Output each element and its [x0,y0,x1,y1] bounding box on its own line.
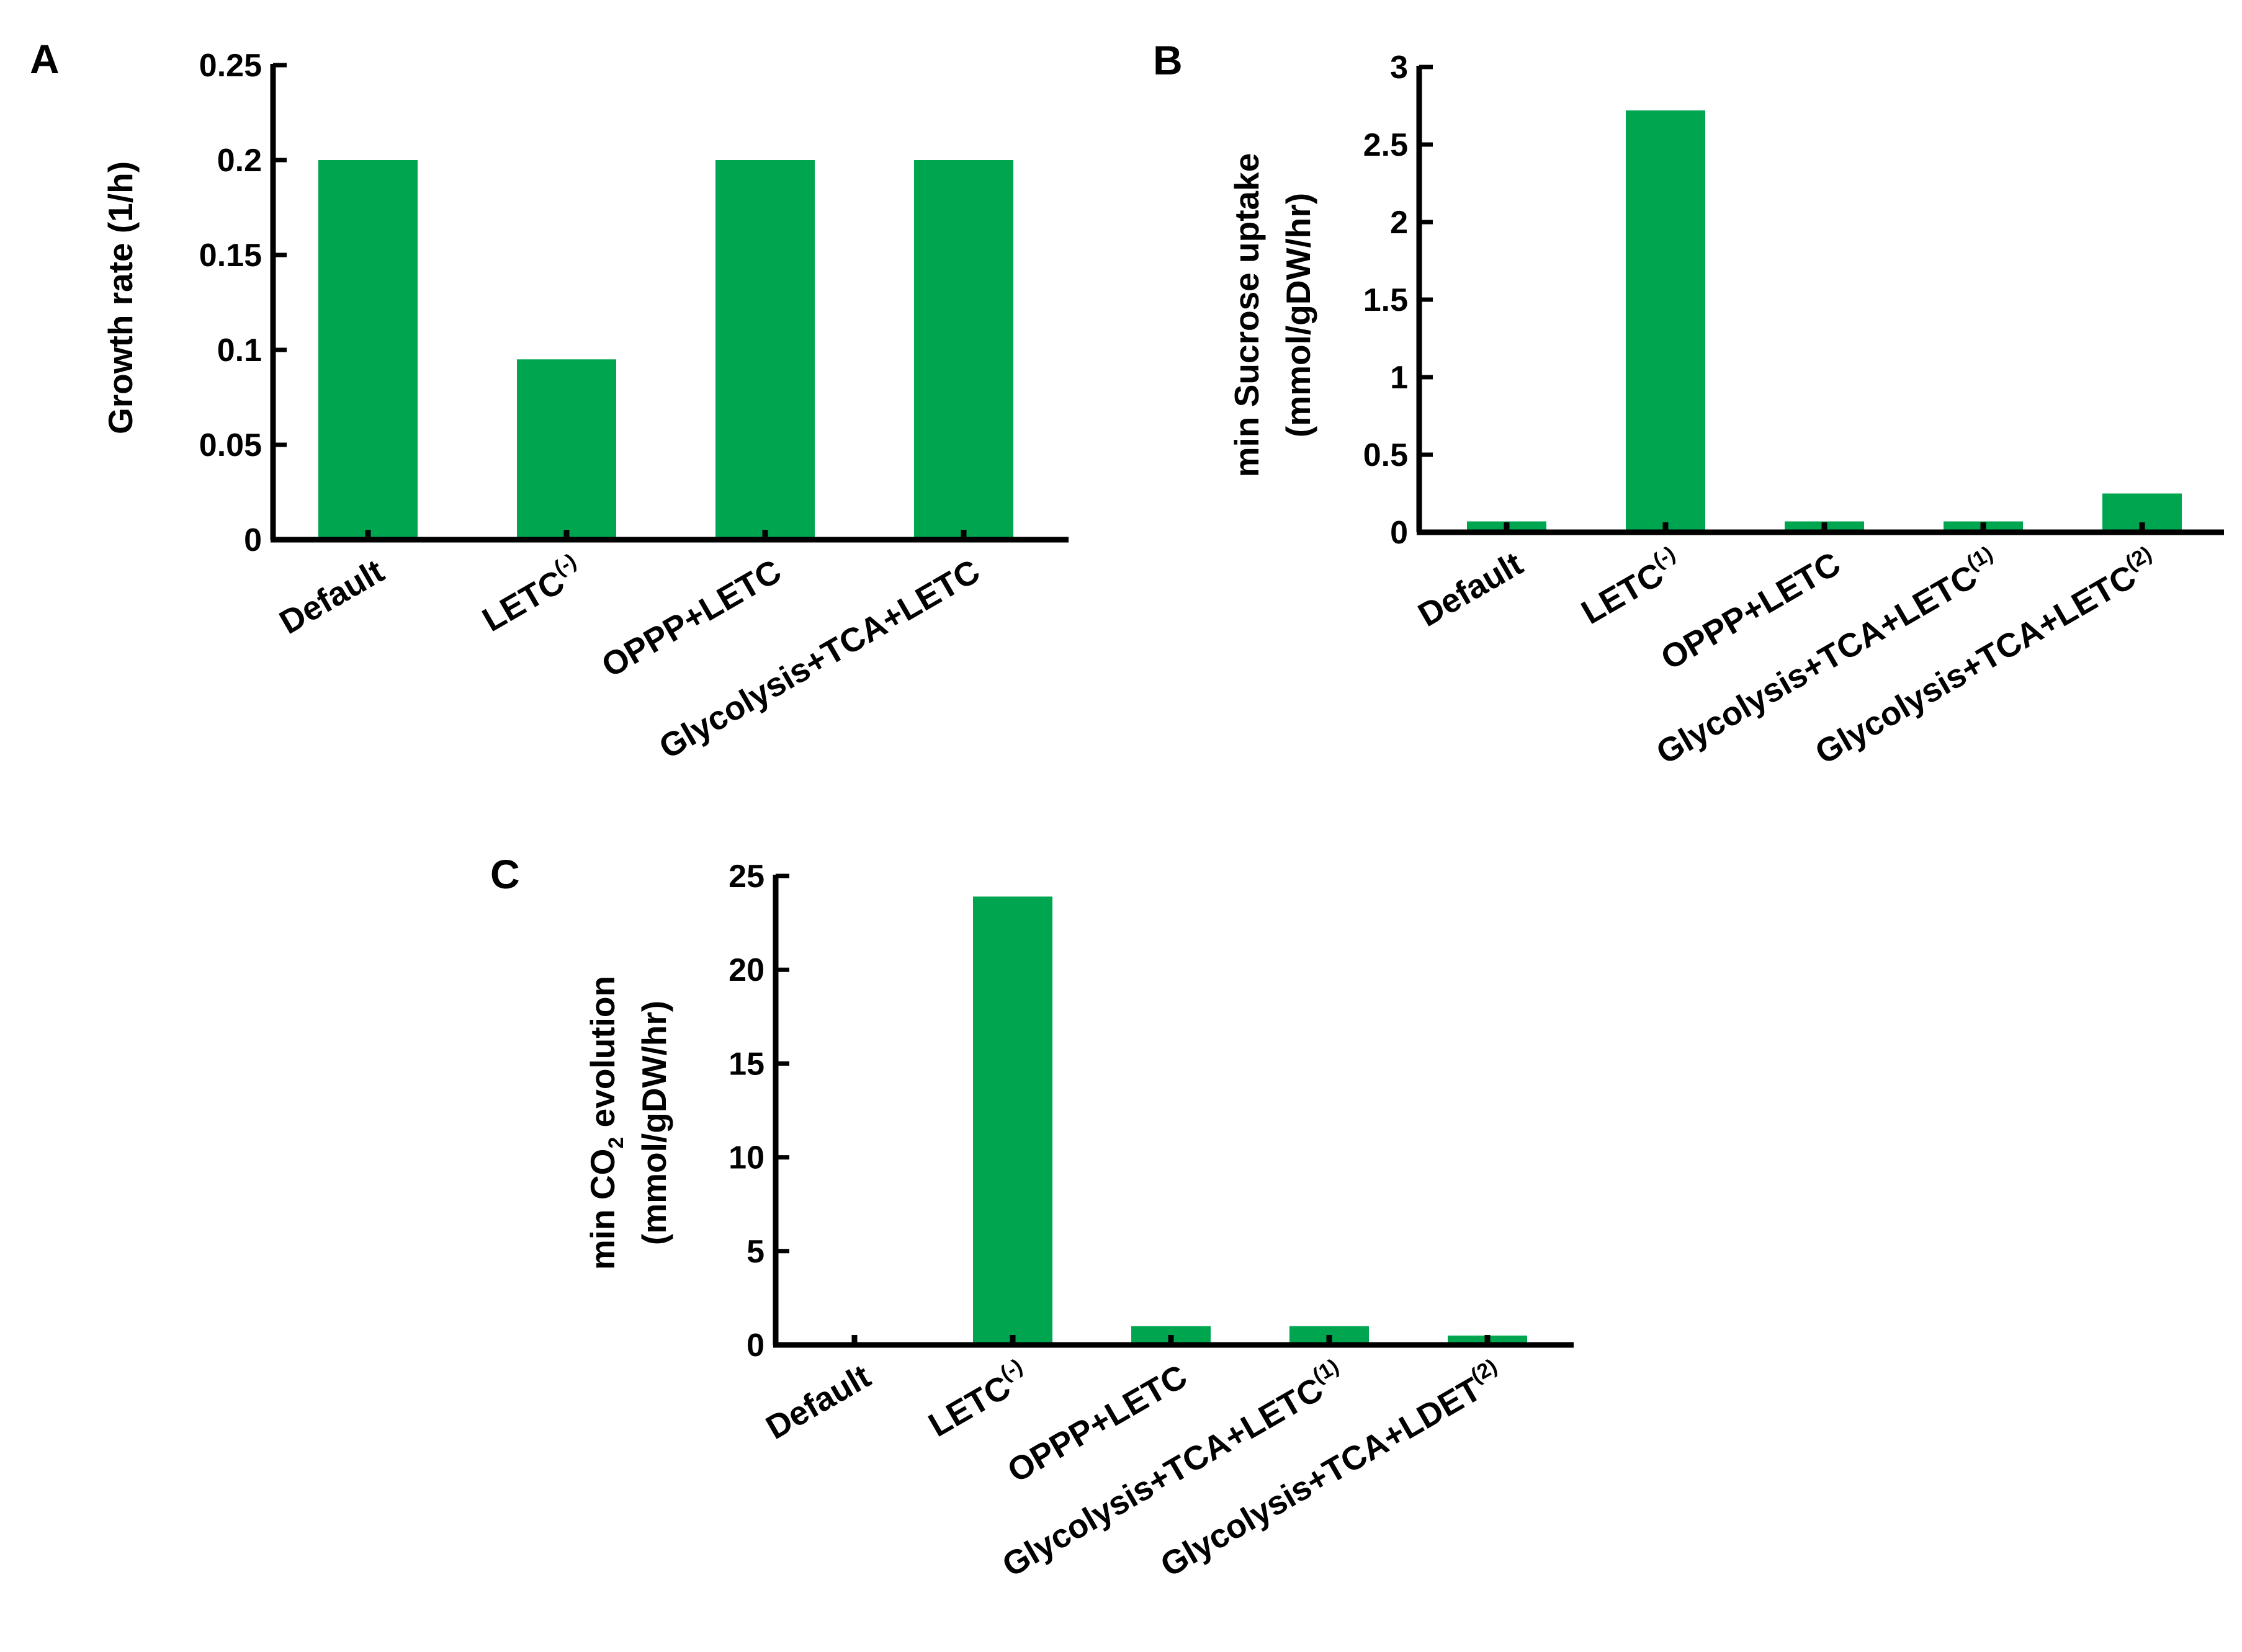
bar [517,359,616,540]
y-tick-label: 25 [729,859,765,895]
bar [973,896,1052,1345]
y-tick-label: 3 [1390,50,1408,86]
y-tick-label: 0.2 [217,143,262,179]
panel-label: A [30,36,60,82]
y-tick-label: 5 [747,1234,765,1270]
y-tick-label: 2.5 [1363,127,1408,163]
y-tick-label: 1 [1390,360,1408,396]
y-tick-label: 1.5 [1363,282,1408,318]
y-axis-units: (mmol/gDW/hr) [635,1001,673,1245]
y-tick-label: 0 [1390,515,1408,551]
y-tick-label: 20 [729,952,765,988]
bar [914,160,1013,540]
panel-label: C [490,851,520,897]
y-tick-label: 0 [747,1328,765,1364]
y-tick-label: 0.5 [1363,437,1408,473]
y-tick-label: 0.05 [199,427,262,463]
y-axis-title: min CO2 evolution [583,976,628,1270]
y-tick-label: 2 [1390,205,1408,241]
y-axis-title: min Sucrose uptake [1227,153,1266,478]
y-axis-units: (mmol/gDW/hr) [1279,193,1317,437]
bar [1626,110,1705,532]
y-tick-label: 0.1 [217,333,262,368]
bar [318,160,418,540]
bar [715,160,815,540]
y-tick-label: 0.25 [199,48,262,84]
y-axis-title: Growth rate (1/h) [101,161,140,434]
y-tick-label: 0.15 [199,238,262,274]
y-tick-label: 0 [244,522,262,558]
panel-label: B [1153,37,1183,83]
y-tick-label: 15 [729,1046,765,1082]
y-tick-label: 10 [729,1140,765,1176]
